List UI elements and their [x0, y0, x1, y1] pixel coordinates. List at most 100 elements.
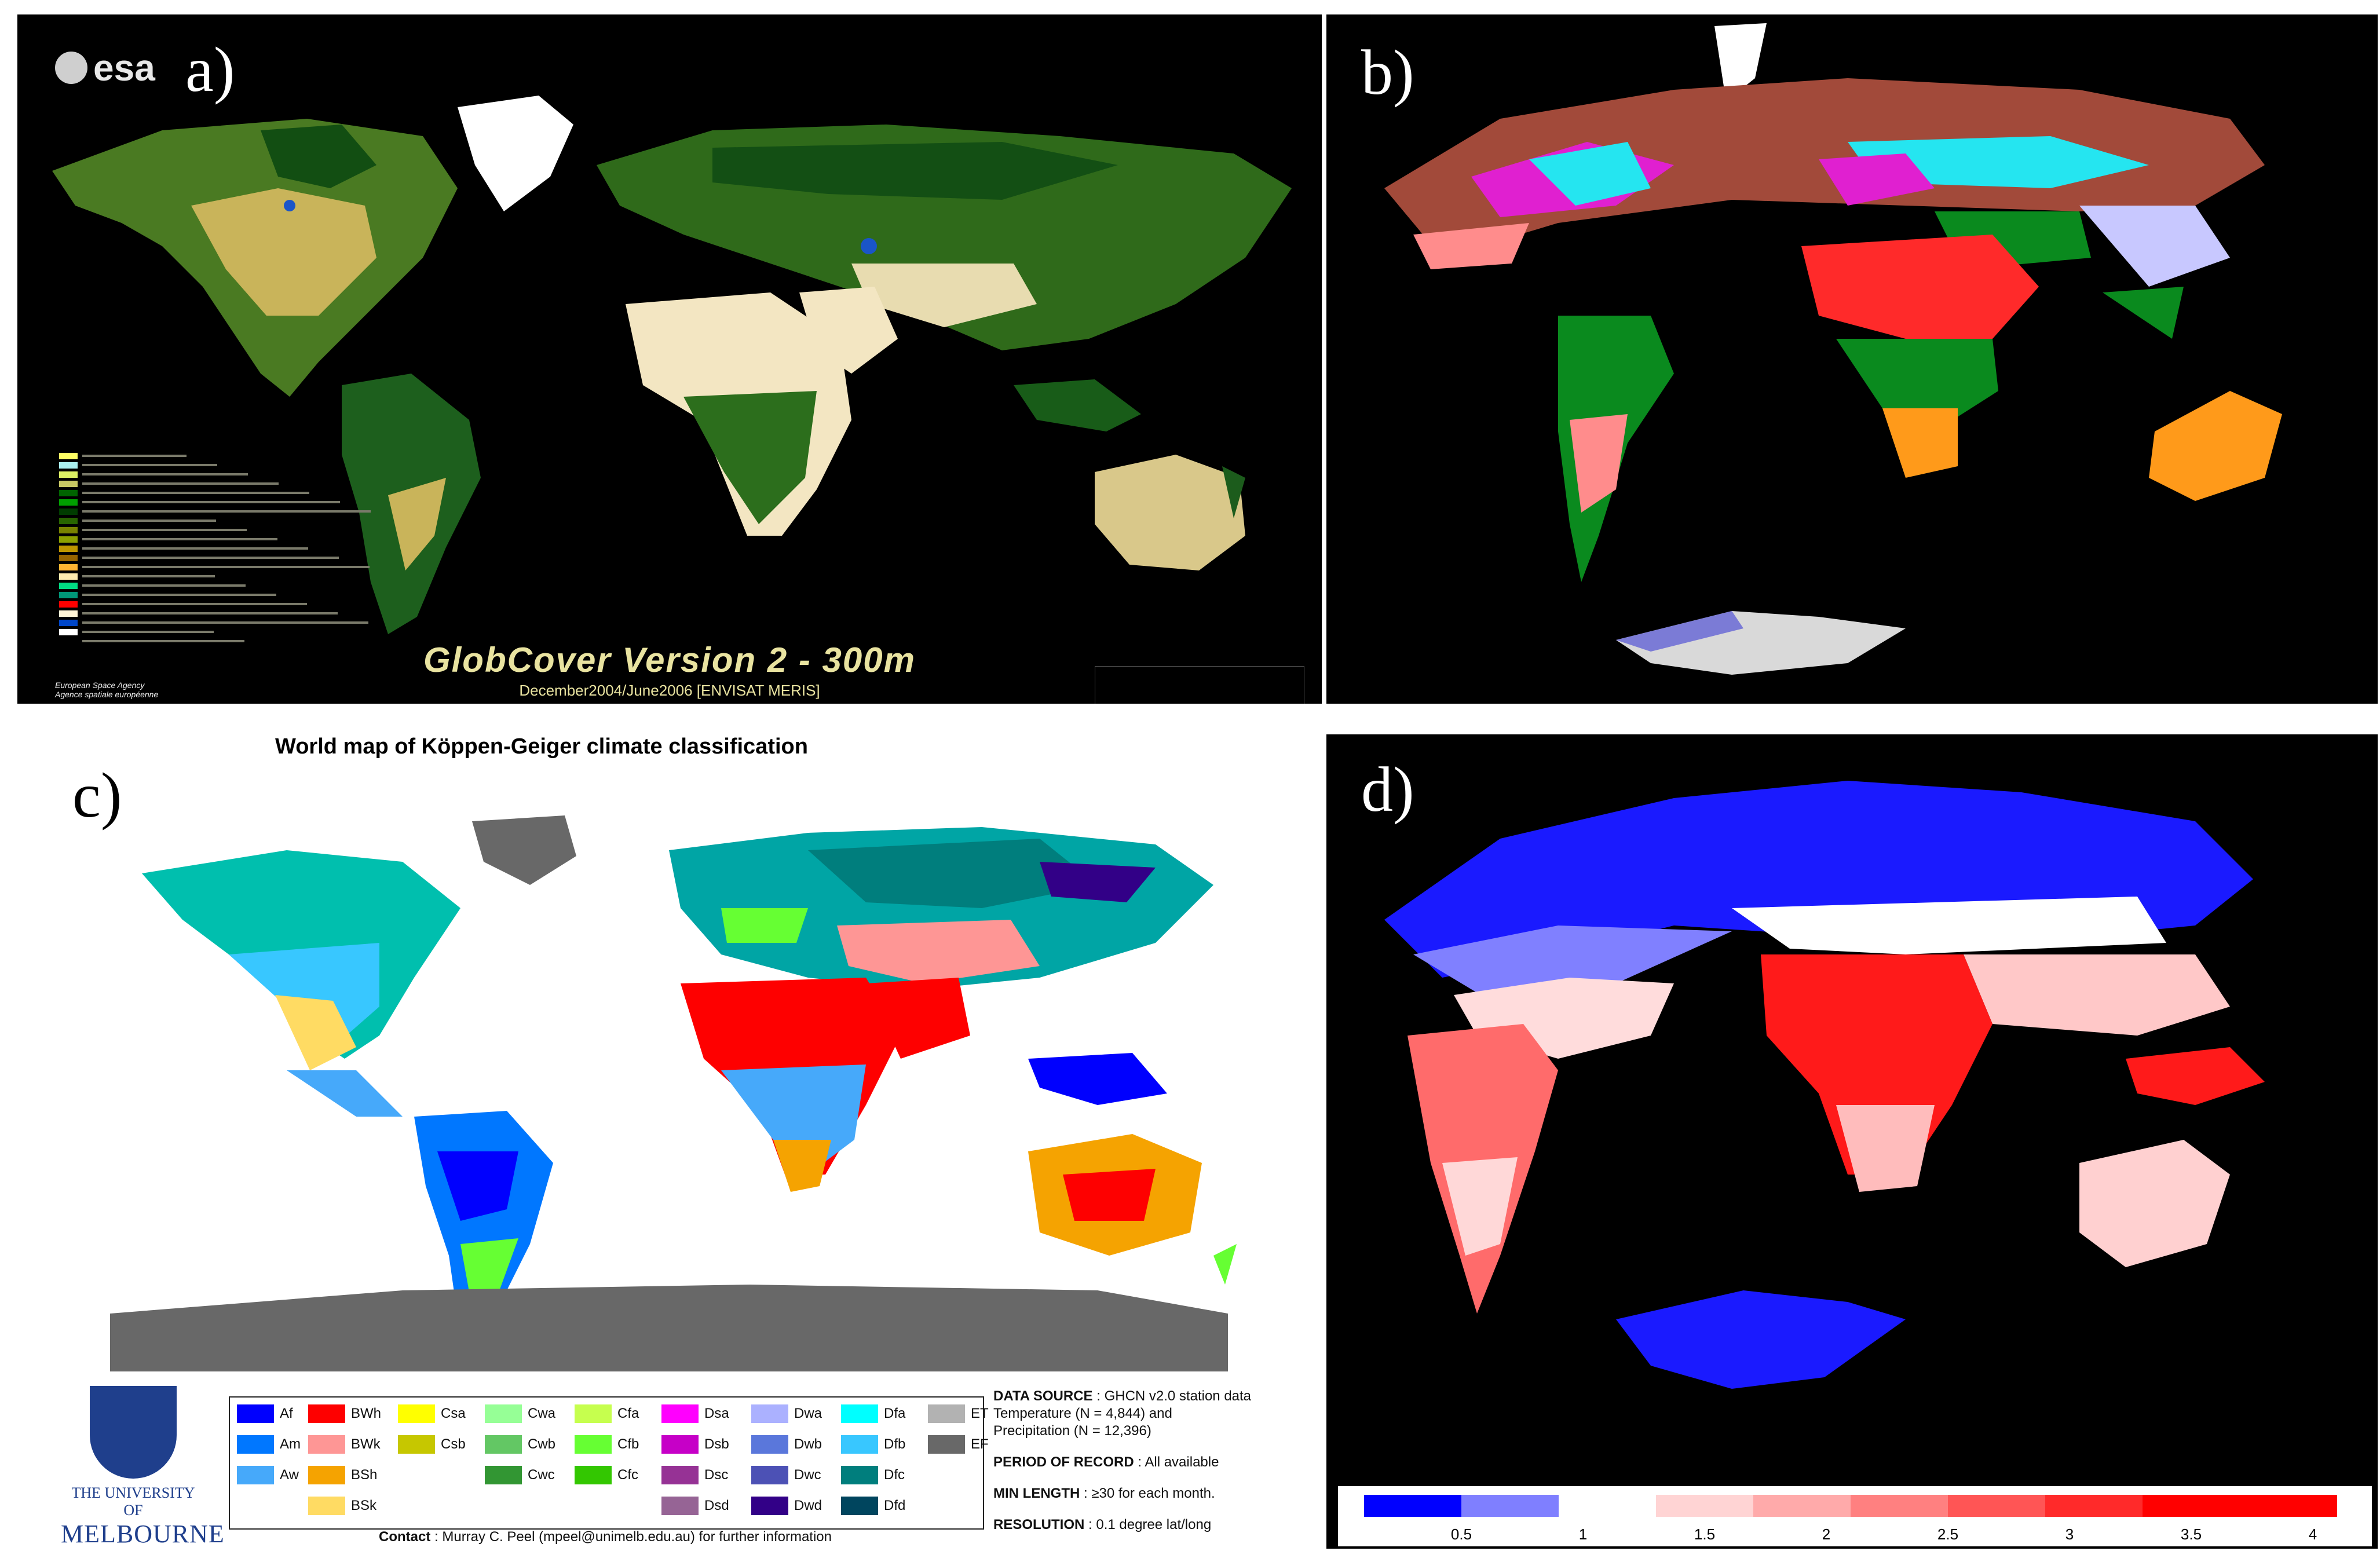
legend-a-row	[59, 591, 407, 599]
legend-a-swatch	[59, 545, 78, 552]
legend-a-row	[59, 581, 407, 590]
ratio-world-map	[1384, 781, 2265, 1389]
colorbar-tick-label: 3.5	[2180, 1526, 2202, 1543]
koppen-legend-code: BWk	[351, 1436, 381, 1452]
legend-a-text-placeholder	[82, 612, 338, 614]
legend-a-swatch	[59, 564, 78, 570]
legend-a-row	[59, 554, 407, 562]
data-source-text: : GHCN v2.0 station data	[1096, 1388, 1252, 1404]
colorbar-segment	[2143, 1495, 2240, 1517]
colorbar-tick-label: 2	[1822, 1526, 1831, 1543]
partner-logos	[1095, 666, 1304, 704]
koppen-legend-code: Dwc	[794, 1467, 821, 1483]
koppen-legend-item-dfd: Dfd	[841, 1497, 905, 1515]
koppen-legend-code: ET	[971, 1406, 989, 1421]
koppen-legend-item-dsb: Dsb	[661, 1435, 729, 1454]
panel-d-label: d)	[1361, 754, 1414, 825]
legend-a-row	[59, 507, 407, 515]
koppen-legend-code: Cwc	[528, 1467, 555, 1483]
koppen-legend-swatch	[751, 1497, 788, 1515]
koppen-legend-swatch	[398, 1404, 435, 1423]
panel-a-label: a)	[185, 34, 235, 105]
legend-a-swatch	[59, 582, 78, 589]
koppen-legend-item-cfc: Cfc	[575, 1466, 638, 1484]
koppen-legend-code: Cwa	[528, 1406, 556, 1421]
min-length-label: MIN LENGTH	[993, 1486, 1080, 1501]
koppen-legend-code: Csa	[441, 1406, 466, 1421]
colorbar-tick-label: 1.5	[1694, 1526, 1716, 1543]
legend-a-text-placeholder	[82, 529, 247, 531]
legend-a-row	[59, 563, 407, 571]
legend-a-text-placeholder	[82, 575, 215, 577]
panel-a-globcover-map: esa a) GlobCover Version 2 - 300m Decemb…	[17, 14, 1322, 704]
legend-a-row	[59, 637, 407, 645]
koppen-legend-swatch	[661, 1497, 699, 1515]
koppen-legend-swatch	[398, 1435, 435, 1454]
legend-a-row	[59, 480, 407, 488]
koppen-legend-item-csa: Csa	[398, 1404, 466, 1423]
koppen-legend-code: Dfb	[884, 1436, 906, 1452]
koppen-legend-swatch	[661, 1466, 699, 1484]
colorbar-tick-label: 1	[1578, 1526, 1588, 1543]
koppen-legend-item-cwc: Cwc	[485, 1466, 555, 1484]
australia	[1095, 455, 1245, 570]
koppen-legend-item-cwb: Cwb	[485, 1435, 555, 1454]
agency-label: European Space Agency Agence spatiale eu…	[55, 681, 158, 699]
data-source-label: DATA SOURCE	[993, 1388, 1093, 1404]
legend-a-row	[59, 628, 407, 636]
koppen-legend-item-bsk: BSk	[308, 1497, 376, 1515]
resolution-label: RESOLUTION	[993, 1517, 1085, 1532]
legend-a-text-placeholder	[82, 520, 216, 522]
data-source-line2: Temperature (N = 4,844) and	[993, 1406, 1172, 1421]
koppen-legend-swatch	[841, 1435, 878, 1454]
legend-a-row	[59, 461, 407, 469]
koppen-legend-item-dwb: Dwb	[751, 1435, 822, 1454]
koppen-legend-swatch	[308, 1497, 345, 1515]
legend-a-text-placeholder	[82, 621, 368, 624]
legend-a-row	[59, 498, 407, 506]
koppen-legend-code: Dsb	[704, 1436, 729, 1452]
agency-line-fr: Agence spatiale européenne	[55, 690, 159, 699]
legend-a-text-placeholder	[82, 547, 308, 550]
legend-a-row	[59, 572, 407, 580]
legend-a-swatch	[59, 601, 78, 608]
globcover-title: GlobCover Version 2 - 300m	[423, 641, 916, 679]
koppen-legend-swatch	[485, 1466, 522, 1484]
koppen-legend-swatch	[751, 1404, 788, 1423]
koppen-legend-swatch	[485, 1435, 522, 1454]
koppen-legend-swatch	[237, 1466, 274, 1484]
colorbar-tick-label: 4	[2308, 1526, 2317, 1543]
panel-c-label: c)	[72, 760, 122, 831]
koppen-legend-code: Cfc	[617, 1467, 638, 1483]
panel-d-ratio-map: d) 0.5 1 1.5 2 2.5 3 3.5 4	[1326, 734, 2378, 1549]
koppen-legend-code: BWh	[351, 1406, 382, 1421]
koppen-legend-swatch	[485, 1404, 522, 1423]
esa-globe-icon	[55, 52, 87, 84]
koppen-legend-code: Dfd	[884, 1498, 906, 1513]
koppen-legend-swatch	[841, 1466, 878, 1484]
koppen-world-map	[110, 815, 1237, 1371]
koppen-legend-swatch	[928, 1404, 965, 1423]
legend-a-swatch	[59, 480, 78, 487]
panel-b-classification-map: b)	[1326, 14, 2378, 704]
legend-a-row	[59, 609, 407, 617]
legend-a-row	[59, 600, 407, 608]
legend-a-row	[59, 535, 407, 543]
colorbar-segment	[1656, 1495, 1753, 1517]
koppen-legend-item-dsa: Dsa	[661, 1404, 729, 1423]
koppen-legend-swatch	[575, 1435, 612, 1454]
legend-a-row	[59, 452, 407, 460]
koppen-legend-code: Dwa	[794, 1406, 822, 1421]
legend-a-swatch	[59, 452, 78, 459]
colorbar-segment	[1461, 1495, 1559, 1517]
classification-world-map	[1384, 23, 2282, 675]
university-logo: THE UNIVERSITY OF MELBOURNE	[61, 1386, 224, 1549]
koppen-legend-item-cwa: Cwa	[485, 1404, 555, 1423]
legend-a-text-placeholder	[82, 464, 217, 466]
esa-logo: esa	[55, 46, 155, 89]
period-text: : All available	[1138, 1454, 1219, 1470]
colorbar-segment	[2240, 1495, 2337, 1517]
colorbar: 0.5 1 1.5 2 2.5 3 3.5 4	[1338, 1486, 2372, 1546]
koppen-legend-item-dwd: Dwd	[751, 1497, 822, 1515]
koppen-legend-code: Dsc	[704, 1467, 729, 1483]
